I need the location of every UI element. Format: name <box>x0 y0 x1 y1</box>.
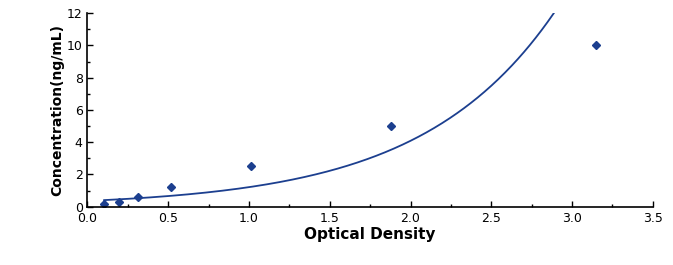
Y-axis label: Concentration(ng/mL): Concentration(ng/mL) <box>50 24 64 196</box>
X-axis label: Optical Density: Optical Density <box>304 227 436 242</box>
